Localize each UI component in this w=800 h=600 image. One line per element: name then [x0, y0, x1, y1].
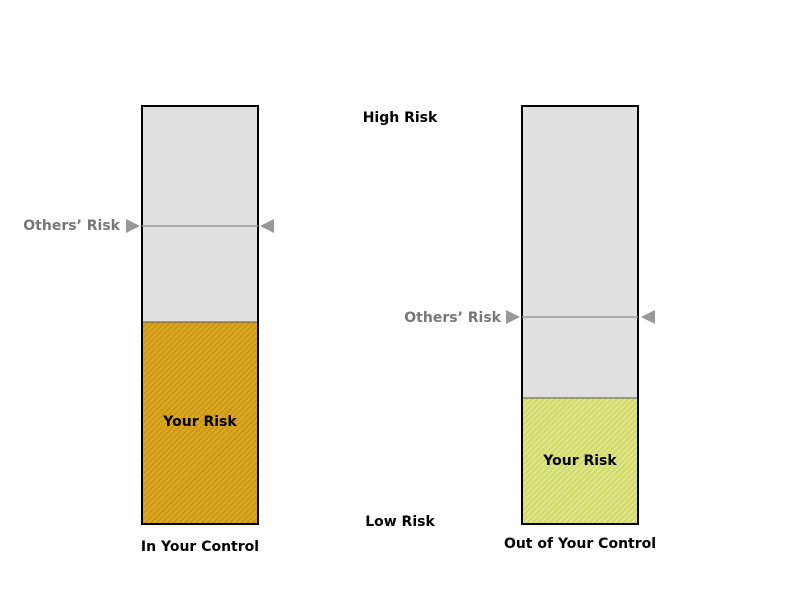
column-out-of-your-control: Others’ Risk Your Risk Out of Your Contr…: [404, 105, 656, 552]
column-caption-left: In Your Control: [141, 539, 259, 555]
your-risk-label-left: Your Risk: [162, 414, 237, 430]
risk-scale: High Risk Low Risk: [363, 110, 438, 530]
others-risk-marker-right-pointing-icon: [126, 219, 140, 233]
others-risk-marker-left-pointing-icon: [260, 219, 274, 233]
others-risk-marker-right-pointing-icon: [506, 310, 520, 324]
your-risk-hatch-left: [142, 322, 258, 524]
low-risk-label: Low Risk: [365, 514, 435, 530]
your-risk-label-right: Your Risk: [542, 453, 617, 469]
your-risk-hatch-right: [522, 398, 638, 524]
others-risk-marker-left-pointing-icon: [641, 310, 655, 324]
your-risk-bar-right: [522, 397, 638, 524]
high-risk-label: High Risk: [363, 110, 438, 126]
others-risk-label-left: Others’ Risk: [23, 218, 120, 234]
column-frame-right: [521, 105, 639, 525]
others-risk-label-right: Others’ Risk: [404, 310, 501, 326]
column-in-your-control: Others’ Risk Your Risk In Your Control: [23, 105, 274, 555]
column-caption-right: Out of Your Control: [504, 536, 656, 552]
your-risk-bar-left: [142, 321, 258, 524]
column-frame-left: [141, 105, 259, 525]
